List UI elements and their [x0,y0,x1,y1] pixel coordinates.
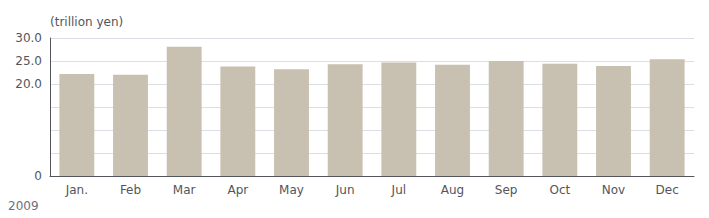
svg-text:May: May [279,183,304,197]
svg-text:Jul: Jul [391,183,406,197]
svg-text:Jan.: Jan. [65,183,88,197]
svg-text:Sep: Sep [495,183,518,197]
svg-text:2009: 2009 [8,199,39,213]
svg-text:Oct: Oct [549,183,570,197]
svg-text:Feb: Feb [120,183,141,197]
svg-text:Aug: Aug [441,183,464,197]
svg-text:Apr: Apr [227,183,248,197]
svg-text:Nov: Nov [602,183,625,197]
svg-text:Dec: Dec [656,183,679,197]
svg-text:25.0: 25.0 [15,54,42,68]
svg-text:30.0: 30.0 [15,31,42,45]
svg-text:Jun: Jun [335,183,355,197]
svg-text:20.0: 20.0 [15,77,42,91]
svg-text:0: 0 [34,169,42,183]
svg-text:Mar: Mar [173,183,196,197]
svg-text:(trillion yen): (trillion yen) [50,15,123,29]
